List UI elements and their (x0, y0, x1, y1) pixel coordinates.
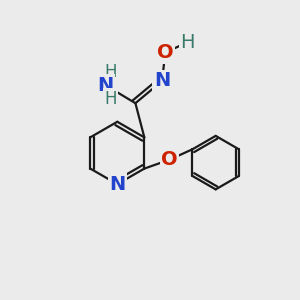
Text: O: O (161, 150, 178, 169)
Text: O: O (157, 43, 173, 62)
Text: N: N (109, 175, 125, 194)
Text: H: H (104, 63, 116, 81)
Text: H: H (104, 90, 116, 108)
Text: N: N (98, 76, 114, 95)
Text: H: H (180, 33, 195, 52)
Text: N: N (154, 71, 170, 90)
